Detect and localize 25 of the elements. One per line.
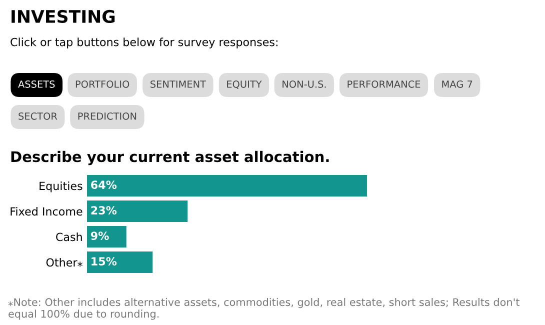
y-tick-label: Equities — [40, 182, 82, 192]
text: PERFORMANCE — [348, 80, 420, 88]
data-label: 15% — [92, 257, 117, 266]
text: Click or tap buttons below for survey responses: — [10, 38, 278, 48]
bar — [87, 252, 153, 273]
text: PORTFOLIO — [76, 80, 130, 88]
chart-title: Describe your current asset allocation. — [11, 150, 329, 166]
data-label: 23% — [91, 206, 117, 214]
text: ASSETS — [18, 80, 55, 88]
text: ⁎Note: Other includes alternative assets, commodities, gold, real estate, short sales; Results don't equal 100% due to rounding. — [8, 298, 520, 320]
text: SENTIMENT — [150, 80, 206, 88]
y-tick-label: Other⁎ — [46, 258, 82, 267]
bar — [87, 226, 126, 248]
text: SECTOR — [18, 112, 58, 120]
data-label: 9% — [90, 232, 109, 240]
text: NON-U.S. — [282, 80, 326, 88]
data-label: 64% — [91, 180, 117, 189]
text: EQUITY — [227, 80, 262, 89]
text: INVESTING — [12, 10, 115, 24]
y-tick-label: Fixed Income — [10, 207, 82, 216]
y-tick-label: Cash — [56, 232, 82, 242]
bar — [87, 175, 367, 196]
text: PREDICTION — [78, 112, 136, 120]
bar — [87, 200, 188, 222]
text: MAG 7 — [442, 80, 472, 88]
